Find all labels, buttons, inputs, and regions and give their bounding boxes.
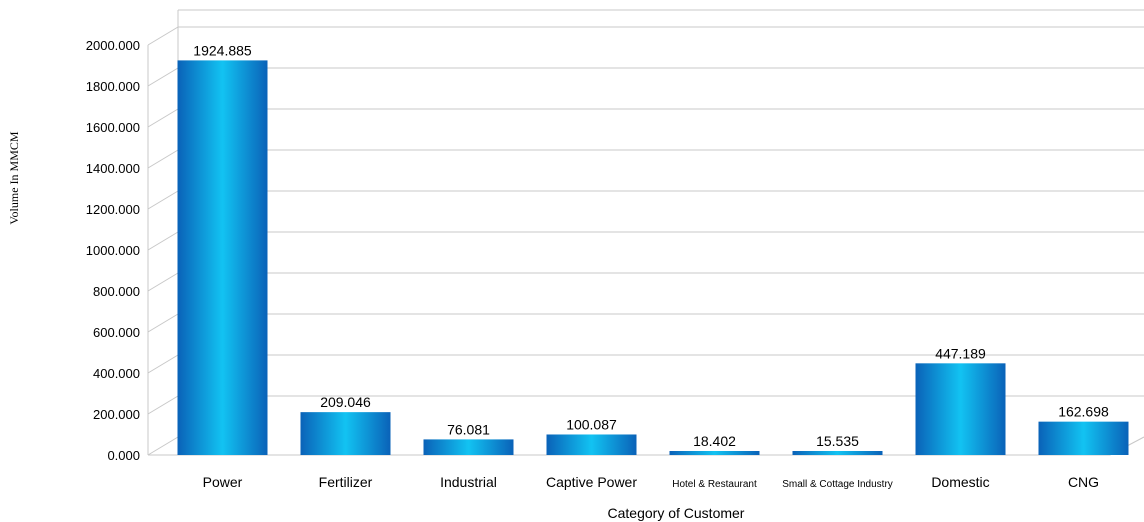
x-tick-label: Captive Power: [546, 474, 637, 490]
data-label: 1924.885: [193, 42, 252, 58]
x-tick-label: Small & Cottage Industry: [782, 479, 893, 490]
data-labels: 1924.885 209.046 76.081 100.087 18.402 15.535…: [193, 42, 1109, 449]
bar: [915, 363, 1006, 455]
bars: [177, 60, 1129, 456]
y-axis-ticks: 0.000 200.000 400.000 600.000 800.000 1000.00…: [86, 38, 140, 463]
y-tick-label: 400.000: [93, 366, 140, 381]
data-label: 162.698: [1058, 404, 1109, 420]
y-tick-label: 600.000: [93, 325, 140, 340]
x-tick-label: Fertilizer: [319, 474, 373, 490]
data-label: 447.189: [935, 345, 986, 361]
y-tick-label: 800.000: [93, 284, 140, 299]
gridlines: [147, 9, 1144, 456]
y-axis-label: Volume In MMCM: [7, 131, 21, 224]
data-label: 76.081: [447, 421, 490, 437]
x-tick-label: Industrial: [440, 474, 497, 490]
data-label: 209.046: [320, 394, 371, 410]
y-tick-label: 1400.000: [86, 161, 140, 176]
bar: [669, 451, 760, 455]
bar: [546, 434, 637, 455]
y-tick-label: 1800.000: [86, 79, 140, 94]
y-tick-label: 1200.000: [86, 202, 140, 217]
data-label: 15.535: [816, 433, 859, 449]
y-tick-label: 200.000: [93, 407, 140, 422]
x-tick-label: Domestic: [931, 474, 989, 490]
data-label: 100.087: [566, 416, 617, 432]
bar: [177, 60, 268, 456]
bar: [300, 412, 391, 455]
y-tick-label: 1600.000: [86, 120, 140, 135]
y-tick-label: 2000.000: [86, 38, 140, 53]
x-axis-label: Category of Customer: [608, 505, 745, 521]
x-tick-label: Power: [203, 474, 243, 490]
y-tick-label: 1000.000: [86, 243, 140, 258]
y-tick-label: 0.000: [107, 448, 140, 463]
bar: [792, 451, 883, 455]
x-tick-label: Hotel & Restaurant: [672, 479, 757, 490]
data-label: 18.402: [693, 433, 736, 449]
bar: [423, 439, 514, 455]
x-tick-label: CNG: [1068, 474, 1099, 490]
x-axis-categories: Power Fertilizer Industrial Captive Power Ho…: [203, 474, 1099, 490]
bar: [1038, 421, 1129, 455]
